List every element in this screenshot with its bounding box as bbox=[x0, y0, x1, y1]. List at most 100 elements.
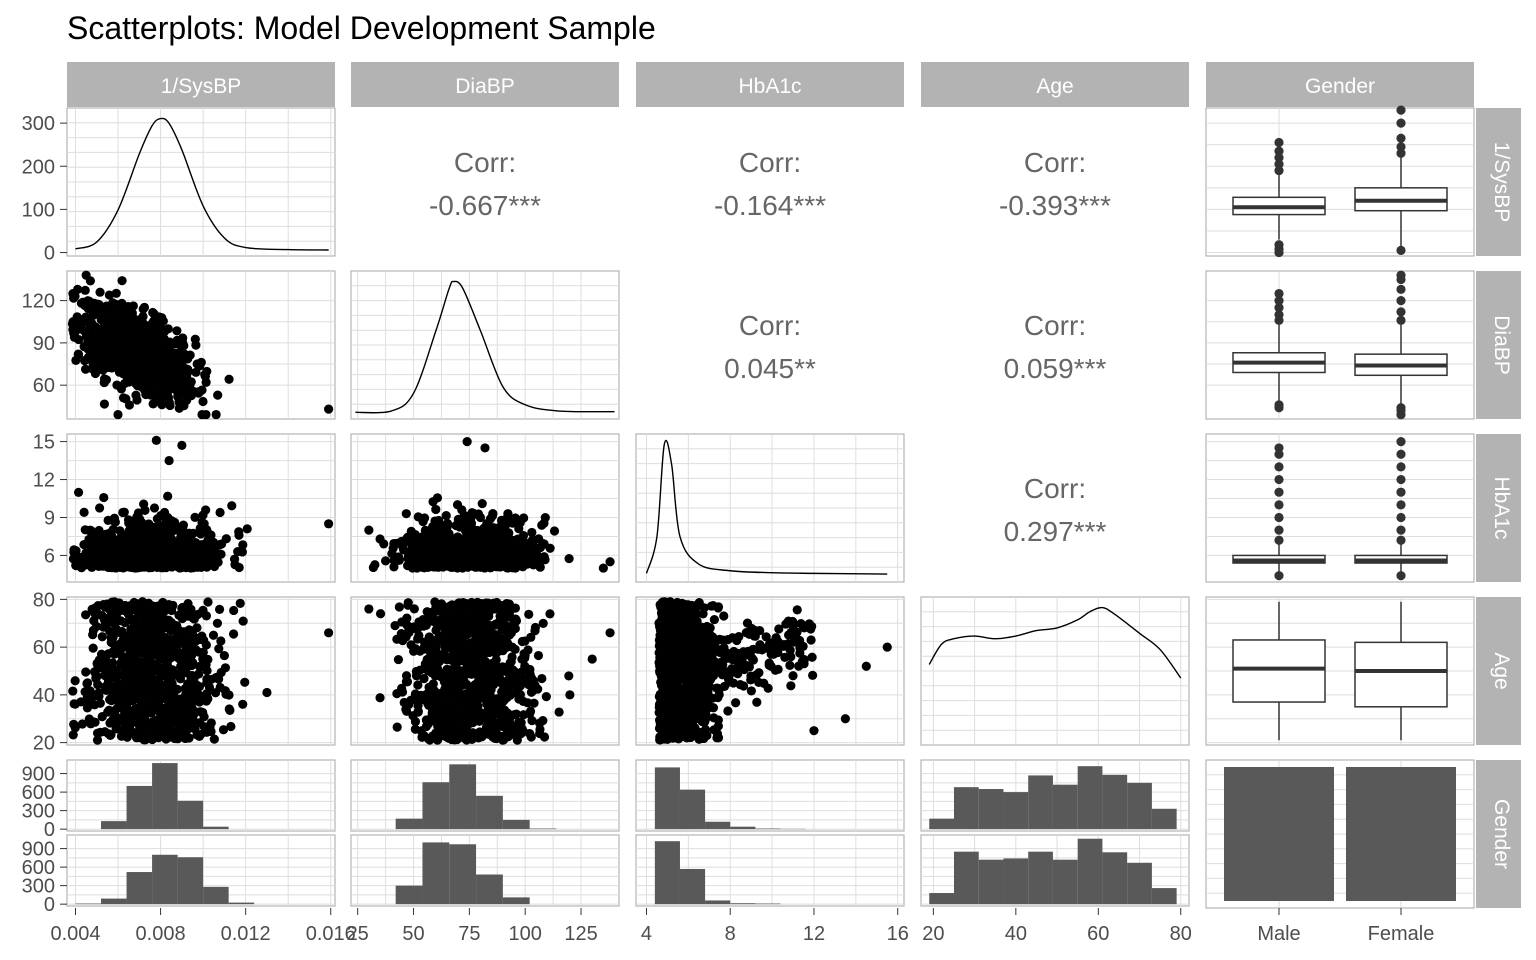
scatter-point bbox=[416, 536, 426, 547]
scatter-point bbox=[565, 690, 575, 700]
scatter-point bbox=[156, 339, 166, 349]
scatter-point bbox=[490, 733, 500, 743]
corr-label: Corr: bbox=[1024, 310, 1086, 341]
scatter-point bbox=[504, 547, 515, 557]
scatter-point bbox=[473, 667, 483, 678]
scatter-point bbox=[105, 730, 115, 740]
scatter-point bbox=[180, 551, 191, 562]
scatter-point bbox=[431, 536, 441, 546]
scatter-point bbox=[95, 287, 105, 297]
scatter-point bbox=[177, 529, 187, 539]
scatter-point bbox=[139, 670, 149, 680]
scatter-point bbox=[435, 523, 445, 533]
strip-col-4 bbox=[1206, 62, 1474, 107]
scatter-point bbox=[119, 545, 129, 555]
scatter-point bbox=[430, 597, 440, 607]
scatter-point bbox=[186, 604, 196, 614]
scatter-point bbox=[220, 663, 231, 673]
scatter-point bbox=[431, 504, 441, 515]
scatter-point bbox=[88, 630, 98, 640]
scatter-point bbox=[394, 602, 404, 612]
scatter-point bbox=[167, 526, 177, 536]
scatter-point bbox=[443, 702, 453, 712]
scatter-point bbox=[112, 624, 122, 635]
scatter-point bbox=[178, 333, 188, 343]
y-tick-label: 100 bbox=[22, 199, 55, 221]
scatter-point bbox=[87, 562, 97, 572]
scatter-point bbox=[452, 703, 462, 713]
strip-row-2 bbox=[1476, 434, 1521, 582]
scatter-point bbox=[167, 551, 178, 562]
scatter-point bbox=[516, 729, 526, 739]
scatter-point bbox=[82, 703, 92, 713]
scatter-point bbox=[233, 546, 243, 557]
scatter-point bbox=[434, 651, 444, 662]
scatter-point bbox=[392, 722, 402, 732]
scatter-point bbox=[564, 553, 574, 564]
scatter-point bbox=[124, 309, 134, 319]
grid-lines bbox=[67, 108, 335, 256]
scatter-point bbox=[530, 626, 540, 636]
scatter-point bbox=[108, 524, 118, 535]
scatter-point bbox=[413, 680, 423, 690]
corr-value: -0.164*** bbox=[714, 190, 826, 221]
scatter-point bbox=[518, 535, 528, 545]
scatter-point bbox=[129, 619, 139, 629]
scatter-point bbox=[140, 328, 150, 338]
scatter-point bbox=[524, 679, 534, 690]
scatter-points-DiaBP-Age bbox=[364, 597, 615, 745]
scatter-point bbox=[167, 652, 177, 663]
strip-row-label: Gender bbox=[1490, 799, 1513, 869]
scatter-point bbox=[183, 724, 193, 734]
scatter-point bbox=[116, 384, 127, 394]
strip-row-label: 1/SysBP bbox=[1490, 142, 1513, 223]
scatter-point bbox=[200, 371, 211, 381]
scatter-point bbox=[214, 644, 224, 654]
scatter-point bbox=[462, 735, 472, 745]
scatter-point bbox=[434, 725, 445, 735]
scatter-point bbox=[96, 561, 107, 571]
scatter-point bbox=[774, 624, 784, 634]
scatter-point bbox=[198, 707, 208, 718]
scatter-point bbox=[168, 360, 179, 370]
scatter-point bbox=[527, 715, 537, 726]
scatter-point bbox=[95, 503, 105, 513]
scatter-point bbox=[238, 616, 248, 626]
scatter-point bbox=[445, 548, 456, 558]
scatter-point bbox=[481, 662, 491, 672]
scatter-point bbox=[450, 609, 460, 619]
scatter-point bbox=[107, 658, 118, 668]
density-line-1/SysBP bbox=[75, 117, 329, 251]
scatter-point bbox=[414, 630, 424, 641]
scatter-point bbox=[151, 637, 161, 647]
scatter-point bbox=[69, 699, 79, 709]
scatter-point bbox=[70, 676, 80, 686]
scatter-point bbox=[160, 720, 170, 730]
scatter-point bbox=[504, 599, 514, 609]
scatter-point bbox=[453, 733, 463, 743]
scatter-point bbox=[151, 329, 161, 339]
scatter-point bbox=[159, 606, 170, 616]
scatter-point bbox=[105, 718, 115, 728]
scatter-point bbox=[564, 671, 574, 681]
scatter-point bbox=[103, 618, 113, 628]
scatter-point bbox=[148, 399, 158, 409]
scatter-point bbox=[180, 733, 190, 744]
scatter-point bbox=[381, 556, 391, 566]
corr-label: Corr: bbox=[454, 147, 516, 178]
scatter-point bbox=[77, 552, 87, 563]
scatter-point bbox=[533, 650, 544, 661]
scatter-point bbox=[389, 538, 399, 549]
scatter-point bbox=[425, 554, 435, 564]
scatter-point bbox=[453, 690, 463, 700]
scatter-point bbox=[143, 724, 153, 734]
scatter-point bbox=[409, 622, 419, 632]
scatter-point bbox=[452, 646, 462, 656]
scatter-point bbox=[99, 399, 110, 409]
scatter-point bbox=[122, 559, 132, 569]
scatter-point bbox=[198, 647, 208, 657]
scatter-point bbox=[139, 735, 149, 745]
scatter-point bbox=[123, 515, 134, 525]
scatter-point bbox=[82, 678, 93, 688]
scatter-point bbox=[731, 698, 741, 708]
